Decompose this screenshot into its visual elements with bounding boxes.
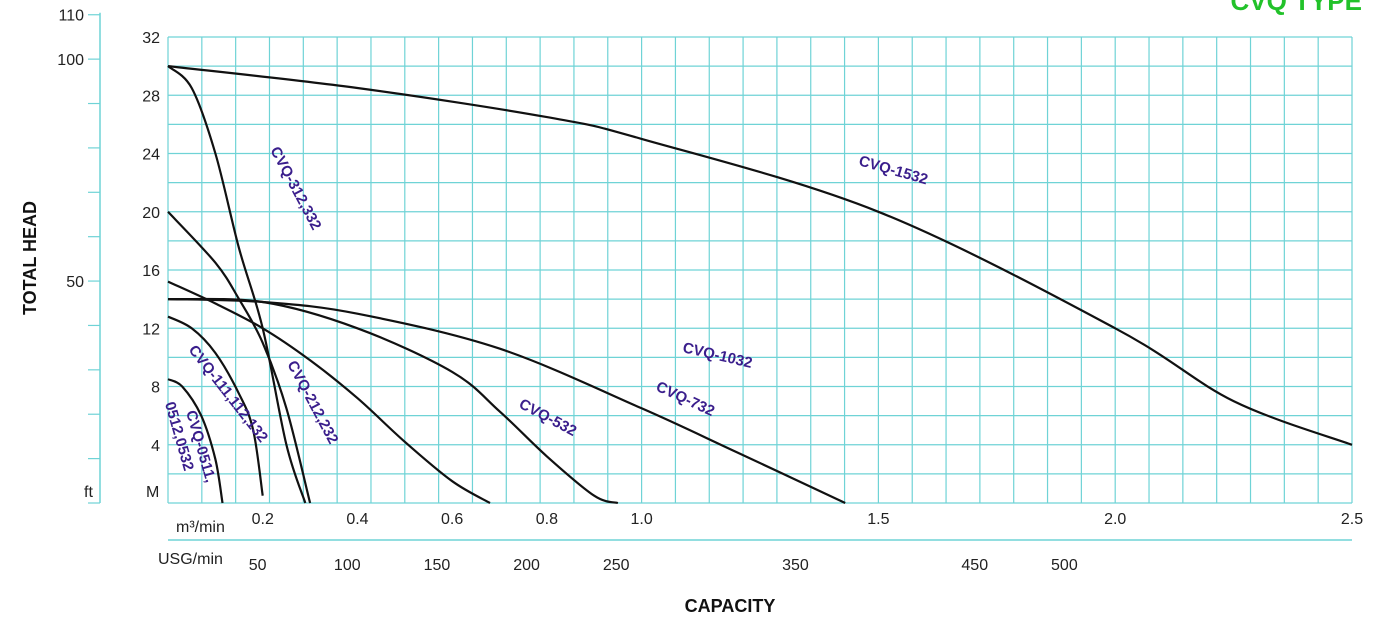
y2-unit-label: ft [84,484,93,501]
grid [167,36,1353,504]
y2-tick-label: 100 [57,52,84,69]
x2-tick-label: 200 [513,557,540,574]
x2-tick-label: 450 [961,557,988,574]
tick-labels: 50 100 110 4 8 12 16 20 24 28 32 0.2 0.4 0.6 0.8 1.0 1.5… [57,8,1363,574]
x-tick-label: 0.4 [346,511,368,528]
x-tick-label: 2.5 [1341,511,1363,528]
y-tick-label: 4 [151,438,160,455]
y-tick-label: 12 [142,321,160,338]
y-tick-label: 28 [142,88,160,105]
performance-curves [167,65,1353,505]
x2-tick-label: 350 [782,557,809,574]
x2-tick-label: 500 [1051,557,1078,574]
x2-tick-label: 100 [334,557,361,574]
y-tick-label: 24 [142,147,160,164]
x-tick-label: 0.2 [252,511,274,528]
curve-label: CVQ-532 [516,396,579,440]
y-tick-label: 16 [142,263,160,280]
y-tick-label: 8 [151,380,160,397]
y-axis-title: TOTAL HEAD [20,201,40,315]
curve-line [167,65,1353,446]
x-tick-label: 1.0 [630,511,652,528]
x2-tick-label: 250 [603,557,630,574]
x-tick-label: 0.6 [441,511,463,528]
x-tick-label: 1.5 [867,511,889,528]
x-unit-label: m³/min [176,519,225,536]
curve-line [167,65,307,504]
curve-line [167,378,224,504]
y-tick-label: 32 [142,30,160,47]
y2-tick-label: 50 [66,274,84,291]
y-unit-label: M [146,484,159,501]
x-tick-label: 2.0 [1104,511,1126,528]
x-axis-title: CAPACITY [685,596,776,616]
chart-title: CVQ TYPE [1231,0,1362,16]
axes [88,12,1352,541]
x-tick-label: 0.8 [536,511,558,528]
curve-label: CVQ-732 [653,378,717,420]
curve-line [167,298,846,504]
curve-line [167,315,264,496]
x2-tick-label: 150 [424,557,451,574]
curve-line [167,211,312,504]
x2-unit-label: USG/min [158,551,223,568]
y2-tick-label: 110 [58,8,84,25]
y-tick-label: 20 [142,205,160,222]
x2-tick-label: 50 [249,557,267,574]
curve-label: CVQ-312,332 [266,144,324,233]
curve-line [167,280,491,504]
